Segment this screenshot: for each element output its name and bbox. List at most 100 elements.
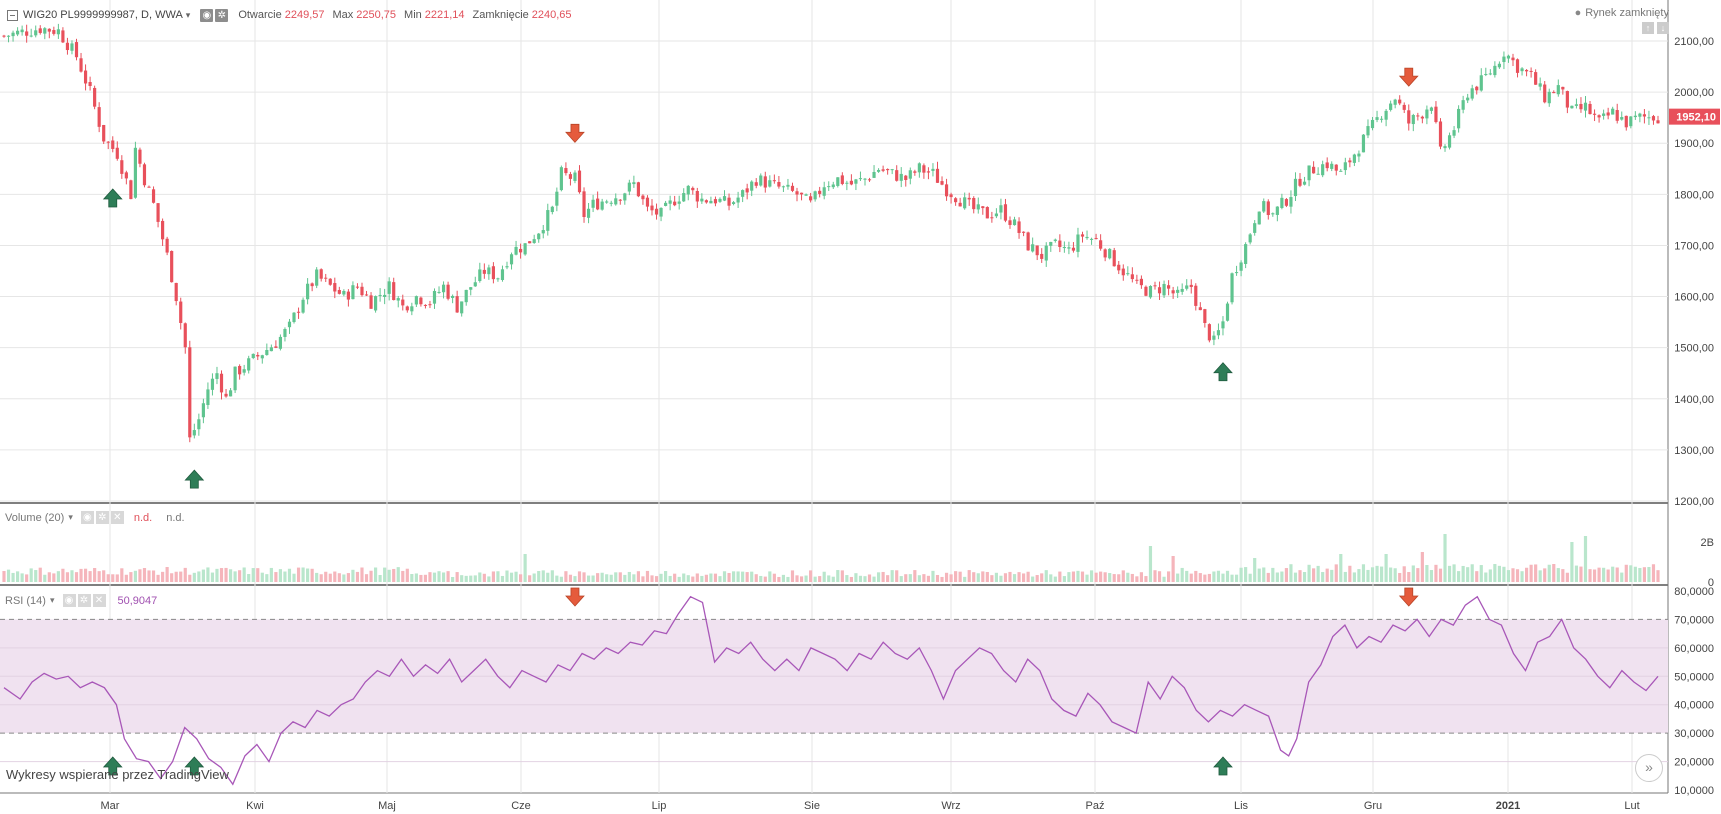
- arrow-down-icon[interactable]: ↓: [1657, 22, 1669, 34]
- candle-body: [890, 169, 894, 171]
- volume-bar: [913, 570, 917, 582]
- candle-body: [65, 42, 70, 51]
- candle-body: [441, 284, 446, 293]
- candle-body: [219, 373, 224, 393]
- volume-bar: [822, 571, 826, 582]
- rsi-label[interactable]: RSI (14): [5, 594, 46, 607]
- volume-bar: [505, 570, 509, 582]
- volume-bar: [1194, 570, 1198, 582]
- candle-body: [419, 297, 423, 305]
- candle-body: [464, 289, 468, 303]
- candle-body: [1244, 244, 1248, 264]
- volume-bar: [441, 572, 446, 582]
- gear-icon[interactable]: ✲: [215, 8, 229, 22]
- candle-body: [999, 205, 1003, 213]
- volume-bar: [1244, 567, 1248, 582]
- candle-body: [940, 181, 944, 185]
- chevron-down-icon[interactable]: ▾: [185, 9, 191, 20]
- candle-body: [926, 171, 931, 173]
- candle-body: [1470, 88, 1474, 99]
- volume-bar: [704, 574, 708, 582]
- x-tick-label: Lis: [1234, 800, 1249, 812]
- close-icon[interactable]: ✕: [110, 511, 124, 524]
- candle-body: [1157, 287, 1162, 294]
- volume-bar: [963, 576, 967, 582]
- volume-bar: [985, 571, 989, 582]
- volume-bar: [1592, 569, 1597, 582]
- volume-bar: [564, 571, 568, 582]
- arrow-up-icon[interactable]: ↑: [1642, 22, 1654, 34]
- candle-body: [908, 170, 912, 179]
- volume-bar: [550, 570, 554, 582]
- candle-body: [741, 190, 745, 197]
- price-tick-label: 2000,00: [1674, 87, 1714, 99]
- chevron-down-icon[interactable]: ▾: [68, 512, 73, 522]
- candle-body: [954, 198, 958, 203]
- gear-icon[interactable]: ✲: [77, 594, 91, 607]
- eye-icon[interactable]: ◉: [62, 594, 76, 607]
- price-candles: [2, 23, 1660, 443]
- volume-bar: [414, 573, 418, 582]
- candle-body: [256, 354, 260, 357]
- rsi-value: 50,9047: [117, 594, 158, 607]
- eye-icon[interactable]: ◉: [200, 8, 214, 22]
- volume-bar: [1497, 565, 1501, 582]
- volume-bar: [1021, 573, 1026, 582]
- price-tick-label: 1400,00: [1674, 394, 1714, 406]
- volume-bar: [170, 573, 174, 582]
- volume-bar: [1221, 573, 1225, 582]
- scroll-forward-button[interactable]: »: [1635, 754, 1663, 782]
- candle-body: [242, 369, 246, 373]
- volume-bar: [278, 569, 283, 582]
- volume-bar: [496, 571, 500, 582]
- volume-bar: [1130, 573, 1134, 582]
- volume-bar: [686, 575, 690, 582]
- candle-body: [260, 355, 264, 359]
- candle-body: [904, 175, 908, 181]
- eye-icon[interactable]: ◉: [80, 511, 94, 524]
- volume-bar: [917, 575, 921, 582]
- candle-body: [541, 230, 545, 234]
- candle-body: [768, 180, 772, 187]
- volume-label[interactable]: Volume (20): [5, 511, 65, 524]
- candle-body: [1058, 240, 1062, 247]
- candle-body: [1606, 112, 1610, 116]
- volume-bar: [161, 571, 165, 582]
- volume-bar: [337, 573, 341, 582]
- candle-body: [972, 197, 976, 210]
- candle-body: [428, 304, 432, 306]
- candle-body: [93, 87, 97, 107]
- volume-bar: [242, 567, 246, 582]
- volume-bar: [306, 568, 310, 582]
- volume-bar: [188, 574, 192, 582]
- candle-body: [16, 30, 20, 35]
- candle-body: [1389, 103, 1393, 110]
- volume-bar: [25, 574, 29, 582]
- volume-bar: [346, 573, 350, 582]
- symbol-label[interactable]: WIG20 PL9999999987, D, WWA: [23, 9, 183, 21]
- candle-body: [1520, 68, 1524, 72]
- volume-bar: [736, 571, 740, 582]
- rsi-tick-label: 60,0000: [1674, 643, 1714, 655]
- candle-body: [564, 168, 568, 174]
- chevron-down-icon[interactable]: ▾: [49, 595, 55, 605]
- candle-body: [1017, 221, 1021, 233]
- candle-body: [596, 198, 600, 210]
- candle-body: [867, 179, 872, 181]
- volume-bar: [1633, 566, 1637, 582]
- pane-buttons: ↑ ↓: [1642, 22, 1669, 34]
- status-dot-icon: ●: [1574, 7, 1582, 19]
- close-icon[interactable]: ✕: [92, 594, 106, 607]
- candle-body: [1592, 113, 1597, 115]
- candle-body: [1253, 223, 1257, 233]
- volume-bar: [369, 570, 373, 582]
- gear-icon[interactable]: ✲: [95, 511, 109, 524]
- collapse-icon[interactable]: [7, 9, 18, 21]
- close-label: Zamknięcie: [472, 9, 529, 21]
- volume-bar: [1162, 576, 1166, 582]
- tradingview-credit[interactable]: Wykresy wspierane przez TradingView: [6, 767, 229, 782]
- volume-bar: [781, 574, 786, 582]
- volume-bar: [1334, 564, 1338, 582]
- volume-bar: [378, 574, 382, 582]
